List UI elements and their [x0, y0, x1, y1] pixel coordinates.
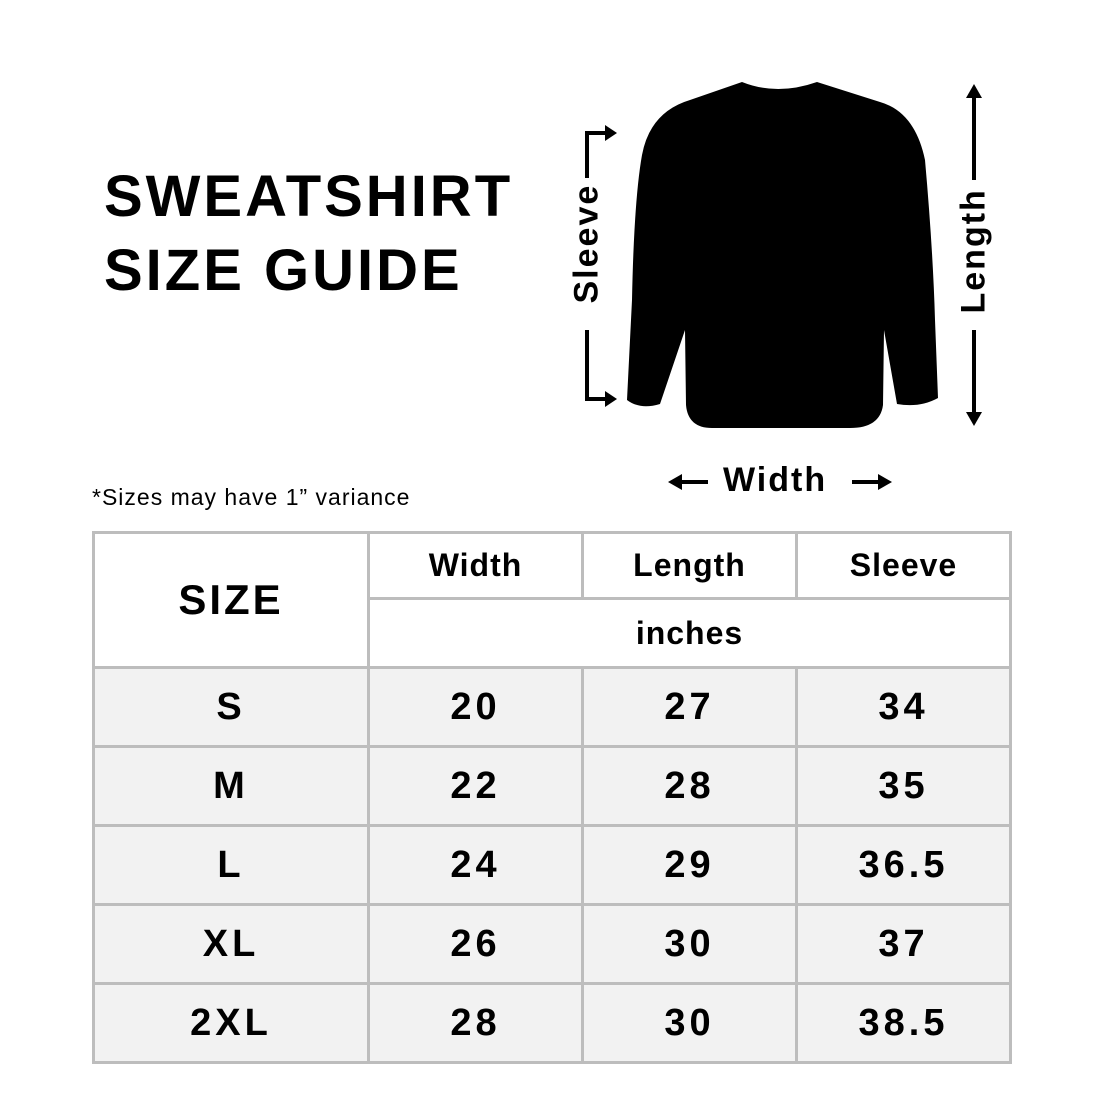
- size-cell: S: [92, 666, 370, 748]
- size-cell: L: [92, 824, 370, 906]
- column-header-length: Length: [581, 531, 798, 600]
- width-cell: 24: [367, 824, 584, 906]
- size-cell: XL: [92, 903, 370, 985]
- width-label: Width: [723, 461, 828, 499]
- sweatshirt-image: [627, 82, 938, 428]
- sweatshirt-diagram: [585, 82, 982, 490]
- table-row: 2XL 28 30 38.5: [92, 982, 1012, 1064]
- page-title: SWEATSHIRT SIZE GUIDE: [104, 160, 513, 308]
- size-cell: M: [92, 745, 370, 827]
- sleeve-arrowhead-bottom: [605, 391, 617, 407]
- length-cell: 30: [581, 982, 798, 1064]
- length-cell: 27: [581, 666, 798, 748]
- sleeve-label: Sleeve: [567, 183, 606, 304]
- table-row: M 22 28 35: [92, 745, 1012, 827]
- title-line-2: SIZE GUIDE: [104, 238, 463, 303]
- variance-note: *Sizes may have 1” variance: [92, 484, 411, 510]
- width-cell: 28: [367, 982, 584, 1064]
- length-label: Length: [954, 188, 993, 314]
- unit-header: inches: [367, 597, 1012, 669]
- width-cell: 22: [367, 745, 584, 827]
- width-cell: 26: [367, 903, 584, 985]
- length-cell: 30: [581, 903, 798, 985]
- title-line-1: SWEATSHIRT: [104, 164, 514, 229]
- size-cell: 2XL: [92, 982, 370, 1064]
- length-cell: 28: [581, 745, 798, 827]
- sleeve-cell: 38.5: [795, 982, 1012, 1064]
- width-cell: 20: [367, 666, 584, 748]
- table-row: S 20 27 34: [92, 666, 1012, 748]
- sleeve-arrowhead-top: [605, 125, 617, 141]
- table-row: L 24 29 36.5: [92, 824, 1012, 906]
- size-header: SIZE: [92, 531, 370, 669]
- column-header-width: Width: [367, 531, 584, 600]
- sleeve-cell: 35: [795, 745, 1012, 827]
- sleeve-cell: 36.5: [795, 824, 1012, 906]
- column-header-sleeve: Sleeve: [795, 531, 1012, 600]
- sleeve-arrow-icon: [585, 131, 607, 401]
- table-row: XL 26 30 37: [92, 903, 1012, 985]
- sleeve-cell: 37: [795, 903, 1012, 985]
- length-cell: 29: [581, 824, 798, 906]
- sleeve-cell: 34: [795, 666, 1012, 748]
- size-table: SIZE Width Length Sleeve inches S 20 27 34 …: [92, 531, 1012, 1064]
